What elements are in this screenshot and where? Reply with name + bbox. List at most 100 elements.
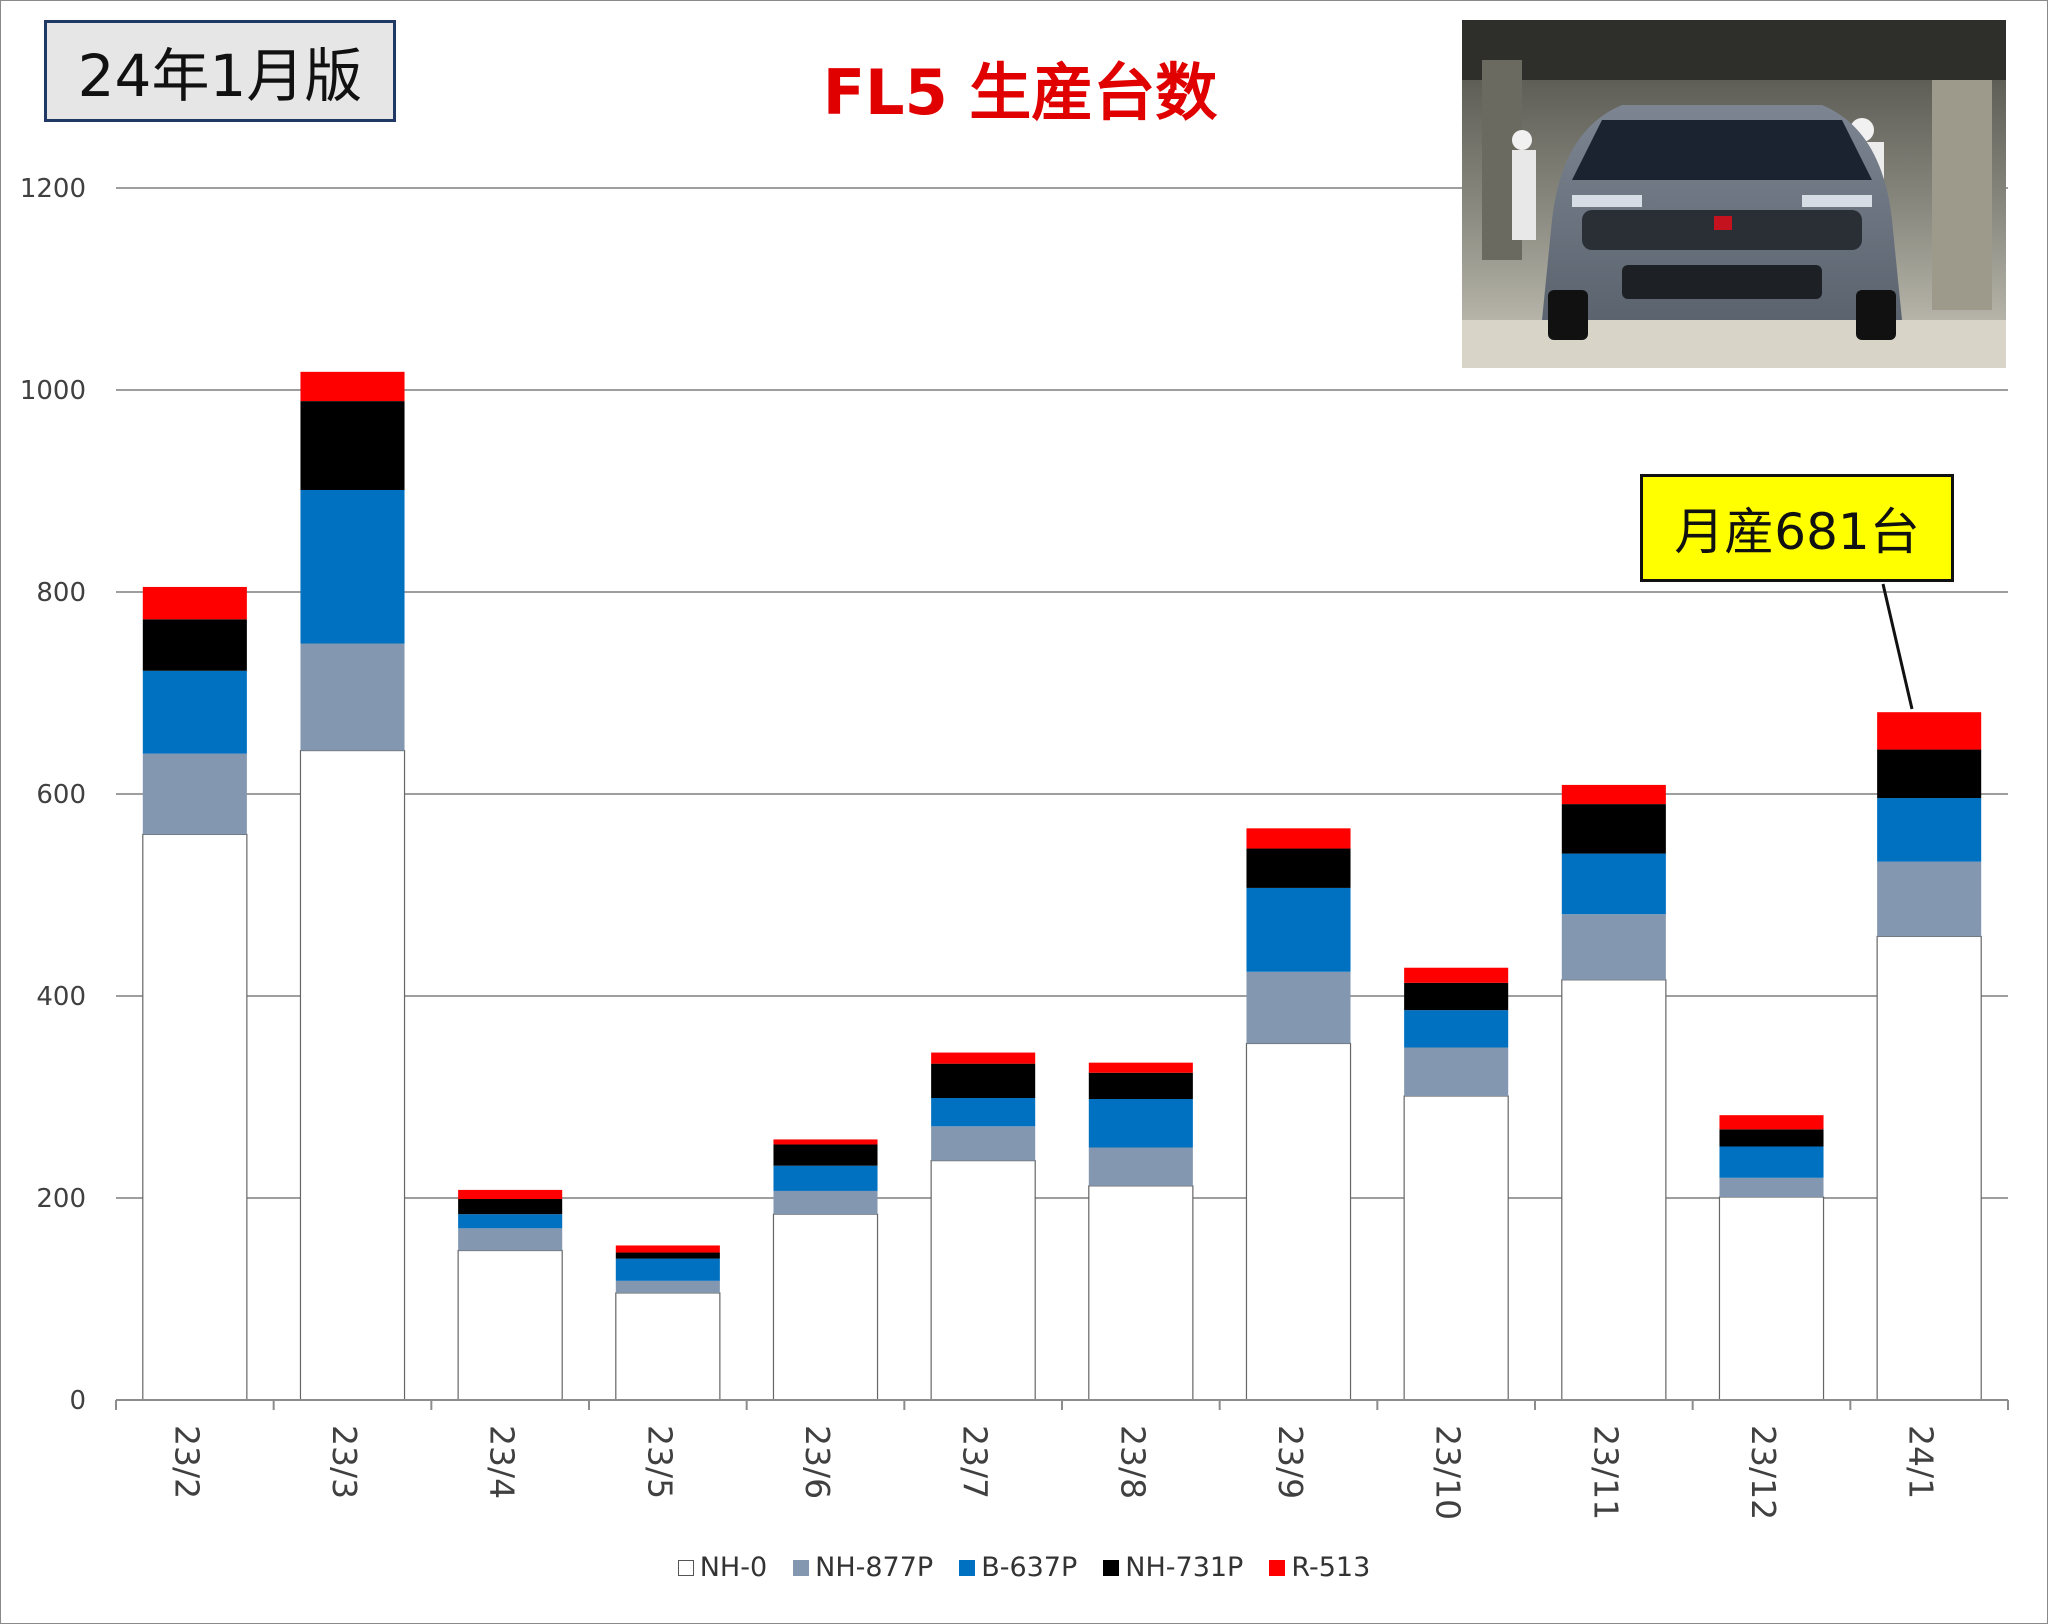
bar-segment-b-637p	[300, 489, 405, 644]
bar-segment-nh-0	[142, 833, 248, 1401]
bar-segment-b-637p	[1246, 887, 1351, 972]
bar-segment-nh-0	[1403, 1095, 1509, 1401]
x-tick-label: 23/4	[483, 1425, 522, 1499]
bar-segment-nh-731p	[1246, 848, 1351, 888]
legend-item: NH-731P	[1103, 1552, 1243, 1583]
bar-segment-b-637p	[142, 670, 247, 754]
y-tick-label: 0	[69, 1386, 86, 1416]
bar-segment-r-513	[615, 1245, 720, 1253]
legend-swatch	[1269, 1559, 1286, 1576]
bar-segment-nh-877p	[142, 753, 247, 835]
bar-segment-nh-877p	[1561, 914, 1666, 980]
bar-segment-r-513	[931, 1052, 1036, 1064]
legend-item: B-637P	[959, 1552, 1077, 1583]
bar-segment-nh-0	[299, 749, 406, 1401]
bar-segment-nh-731p	[1719, 1129, 1824, 1147]
y-tick-label: 600	[36, 780, 86, 810]
x-tick-label: 23/5	[640, 1425, 679, 1499]
bar-segment-b-637p	[615, 1258, 720, 1281]
monthly-production-callout: 月産681台	[1640, 474, 1954, 582]
bar-segment-nh-0	[1245, 1042, 1352, 1401]
bar-segment-nh-0	[1876, 935, 1982, 1401]
legend-swatch	[959, 1559, 976, 1576]
bar-segment-r-513	[300, 371, 405, 402]
bar-segment-nh-731p	[1561, 804, 1666, 854]
x-tick-label: 23/10	[1429, 1425, 1468, 1520]
y-tick-label: 1000	[20, 376, 86, 406]
bar-segment-r-513	[1246, 828, 1351, 849]
edition-label: 24年1月版	[44, 20, 396, 122]
bar-segment-nh-877p	[931, 1126, 1036, 1161]
chart-legend: NH-0 NH-877P B-637P NH-731P R-513	[0, 1552, 2048, 1583]
bar-segment-r-513	[1561, 784, 1666, 805]
bar-segment-nh-877p	[773, 1190, 878, 1215]
bar-segment-nh-731p	[458, 1199, 563, 1215]
bar-segment-r-513	[1877, 712, 1982, 750]
bar-segment-nh-877p	[1719, 1177, 1824, 1197]
chart-title: FL5 生産台数	[822, 56, 1218, 129]
bar-segment-nh-877p	[300, 643, 405, 751]
bar-segment-nh-731p	[142, 619, 247, 671]
legend-label: NH-877P	[815, 1552, 934, 1583]
legend-item: R-513	[1269, 1552, 1370, 1583]
bar-segment-r-513	[1404, 967, 1509, 983]
x-tick-label: 23/12	[1744, 1425, 1783, 1520]
car-factory-photo	[1462, 20, 2006, 368]
x-tick-label: 23/3	[325, 1425, 364, 1499]
bar-segment-nh-0	[1718, 1196, 1825, 1401]
legend-swatch	[1103, 1559, 1120, 1576]
legend-item: NH-0	[677, 1552, 768, 1583]
bar-segment-b-637p	[1088, 1099, 1193, 1148]
x-tick-label: 23/9	[1271, 1425, 1310, 1499]
bar-segment-nh-731p	[1088, 1072, 1193, 1100]
bar-segment-nh-731p	[1877, 749, 1982, 799]
bar-segment-b-637p	[1404, 1010, 1509, 1048]
bar-segment-nh-0	[1088, 1185, 1194, 1401]
legend-label: NH-731P	[1125, 1552, 1244, 1583]
legend-item: NH-877P	[793, 1552, 933, 1583]
bar-segment-nh-731p	[773, 1144, 878, 1166]
y-tick-label: 1200	[20, 174, 86, 204]
bar-segment-nh-731p	[1404, 982, 1509, 1011]
bar-segment-b-637p	[773, 1165, 878, 1191]
bar-segment-nh-0	[615, 1292, 721, 1401]
x-tick-label: 23/7	[956, 1425, 995, 1499]
bar-segment-nh-0	[1561, 979, 1667, 1401]
legend-label: NH-0	[699, 1552, 768, 1583]
legend-swatch	[677, 1559, 694, 1576]
bar-segment-nh-877p	[1877, 861, 1982, 937]
bar-segment-nh-731p	[300, 401, 405, 490]
bar-segment-r-513	[142, 586, 247, 620]
bar-segment-nh-877p	[1246, 971, 1351, 1044]
bar-segment-r-513	[1088, 1062, 1193, 1073]
x-tick-label: 23/6	[798, 1425, 837, 1499]
bar-segment-nh-0	[930, 1160, 1036, 1401]
bar-segment-b-637p	[1877, 798, 1982, 862]
bar-segment-nh-877p	[1088, 1147, 1193, 1186]
bar-segment-r-513	[773, 1139, 878, 1145]
bar-segment-nh-0	[457, 1249, 563, 1401]
bar-segment-b-637p	[458, 1214, 563, 1229]
y-tick-label: 400	[36, 982, 86, 1012]
bar-segment-nh-877p	[615, 1280, 720, 1293]
legend-label: R-513	[1291, 1552, 1371, 1583]
bar-segment-b-637p	[931, 1098, 1036, 1127]
x-tick-label: 23/11	[1586, 1425, 1625, 1520]
bar-segment-nh-731p	[615, 1252, 720, 1259]
bar-segment-nh-877p	[458, 1228, 563, 1251]
legend-swatch	[793, 1559, 810, 1576]
bar-segment-r-513	[1719, 1115, 1824, 1130]
legend-label: B-637P	[981, 1552, 1078, 1583]
bar-segment-nh-731p	[931, 1063, 1036, 1099]
y-tick-label: 200	[36, 1184, 86, 1214]
bar-segment-r-513	[458, 1189, 563, 1200]
x-tick-label: 24/1	[1902, 1425, 1941, 1499]
bar-segment-nh-877p	[1404, 1047, 1509, 1096]
callout-pointer	[1881, 583, 1914, 710]
bar-segment-b-637p	[1719, 1146, 1824, 1178]
y-tick-label: 800	[36, 578, 86, 608]
bar-segment-nh-0	[772, 1213, 879, 1401]
bar-segment-b-637p	[1561, 853, 1666, 915]
x-tick-label: 23/8	[1113, 1425, 1152, 1499]
